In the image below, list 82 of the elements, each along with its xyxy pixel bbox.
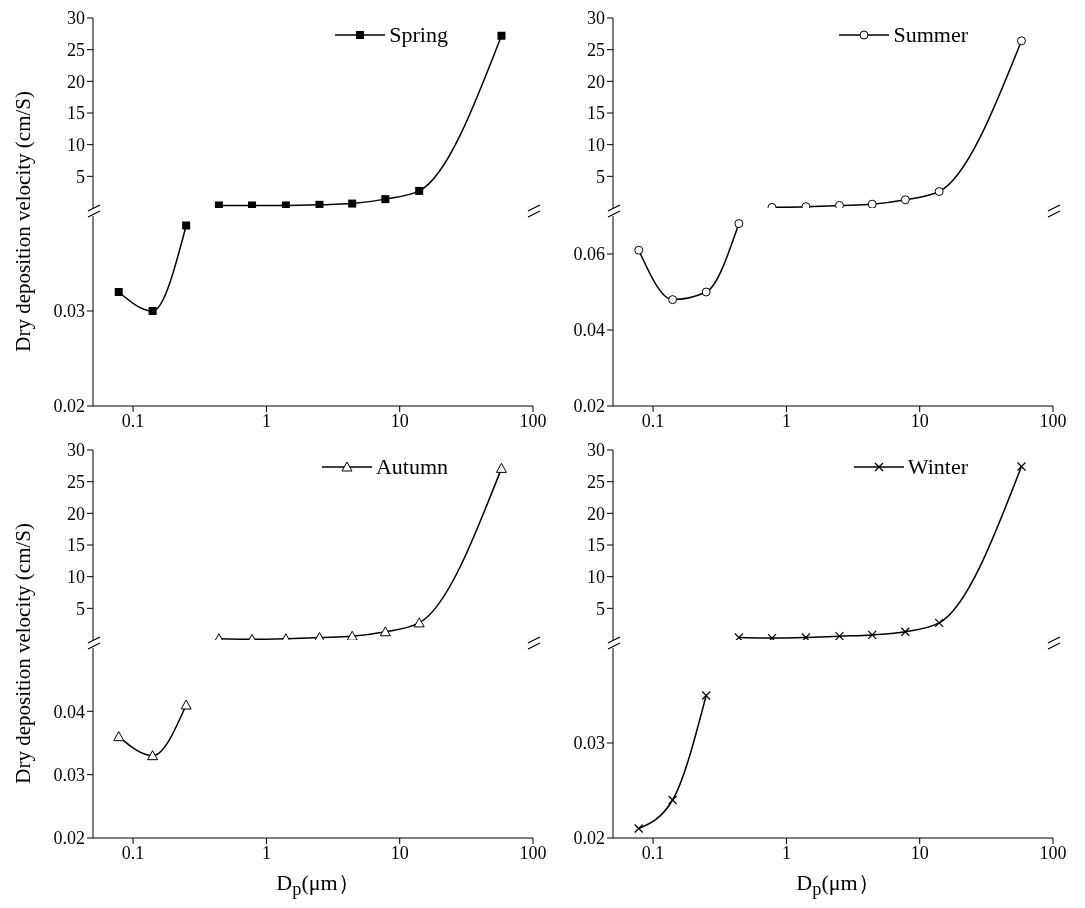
y-tick-label: 25 — [587, 472, 605, 493]
y-tick-label: 30 — [587, 440, 605, 461]
x-tick-label: 0.1 — [121, 842, 145, 863]
y-tick-label: 5 — [76, 166, 85, 187]
y-tick-label: 0.02 — [53, 828, 85, 849]
x-tick-label: 1 — [261, 842, 271, 863]
point — [668, 295, 678, 305]
legend-label: Spring — [389, 22, 448, 48]
y-tick-label: 0.04 — [573, 320, 605, 341]
y-tick-label: 0.02 — [573, 396, 605, 417]
x-tick-label: 10 — [390, 410, 409, 431]
y-tick-label: 0.02 — [53, 396, 85, 417]
x-tick-label: 0.1 — [121, 410, 145, 431]
legend-label: Summer — [893, 22, 968, 48]
y-tick-label: 10 — [67, 135, 85, 156]
y-axis-title: Dry deposition velocity (cm/S) — [10, 522, 36, 784]
y-tick-label: 0.03 — [53, 765, 85, 786]
point — [381, 195, 390, 204]
x-tick-label: 0.1 — [641, 842, 665, 863]
point — [346, 630, 358, 640]
x-tick-label: 100 — [1039, 410, 1067, 431]
point — [180, 699, 192, 710]
point — [182, 221, 191, 230]
point — [113, 731, 125, 742]
point — [315, 200, 324, 208]
y-tick-label: 5 — [596, 166, 605, 187]
y-tick-label: 0.02 — [573, 828, 605, 849]
point — [867, 199, 877, 208]
y-tick-label: 10 — [587, 135, 605, 156]
point — [114, 288, 123, 296]
point — [734, 219, 744, 229]
x-axis-title: D$_{p}$(μm） — [795, 869, 881, 901]
y-tick-label: 10 — [587, 567, 605, 588]
y-tick-label: 20 — [67, 503, 85, 524]
point — [934, 187, 944, 197]
point — [281, 201, 290, 208]
point — [147, 750, 159, 761]
x-tick-label: 100 — [519, 410, 547, 431]
point — [248, 201, 257, 208]
y-tick-label: 30 — [67, 8, 85, 29]
legend-label: Winter — [907, 454, 968, 480]
x-tick-label: 1 — [781, 410, 791, 431]
y-tick-label: 15 — [587, 535, 605, 556]
y-tick-label: 0.04 — [53, 701, 85, 722]
y-axis-title: Dry deposition velocity (cm/S) — [10, 90, 36, 352]
y-tick-label: 25 — [67, 40, 85, 61]
x-tick-label: 1 — [261, 410, 271, 431]
y-tick-label: 20 — [67, 71, 85, 92]
point — [834, 200, 844, 208]
point — [348, 199, 357, 208]
x-tick-label: 0.1 — [641, 410, 665, 431]
point — [214, 201, 223, 208]
point — [415, 186, 424, 195]
y-tick-label: 20 — [587, 503, 605, 524]
y-tick-label: 25 — [587, 40, 605, 61]
x-tick-label: 1 — [781, 842, 791, 863]
y-tick-label: 15 — [67, 535, 85, 556]
y-tick-label: 0.03 — [53, 301, 85, 322]
y-tick-label: 0.03 — [573, 733, 605, 754]
point — [701, 287, 711, 297]
y-tick-label: 20 — [587, 71, 605, 92]
x-tick-label: 10 — [910, 842, 929, 863]
y-tick-label: 5 — [76, 598, 85, 619]
y-tick-label: 30 — [587, 8, 605, 29]
x-tick-label: 10 — [390, 842, 409, 863]
x-tick-label: 100 — [519, 842, 547, 863]
point — [379, 626, 391, 637]
point — [900, 195, 910, 205]
x-axis-title: D$_{p}$(μm） — [275, 869, 361, 901]
point — [634, 245, 644, 255]
legend-label: Autumn — [375, 454, 448, 480]
y-tick-label: 15 — [67, 103, 85, 124]
y-tick-label: 15 — [587, 103, 605, 124]
y-tick-label: 0.06 — [573, 244, 605, 265]
y-tick-label: 25 — [67, 472, 85, 493]
point — [413, 617, 425, 628]
y-tick-label: 30 — [67, 440, 85, 461]
y-tick-label: 10 — [67, 567, 85, 588]
y-tick-label: 5 — [596, 598, 605, 619]
point — [148, 307, 157, 315]
x-tick-label: 10 — [910, 410, 929, 431]
x-tick-label: 100 — [1039, 842, 1067, 863]
